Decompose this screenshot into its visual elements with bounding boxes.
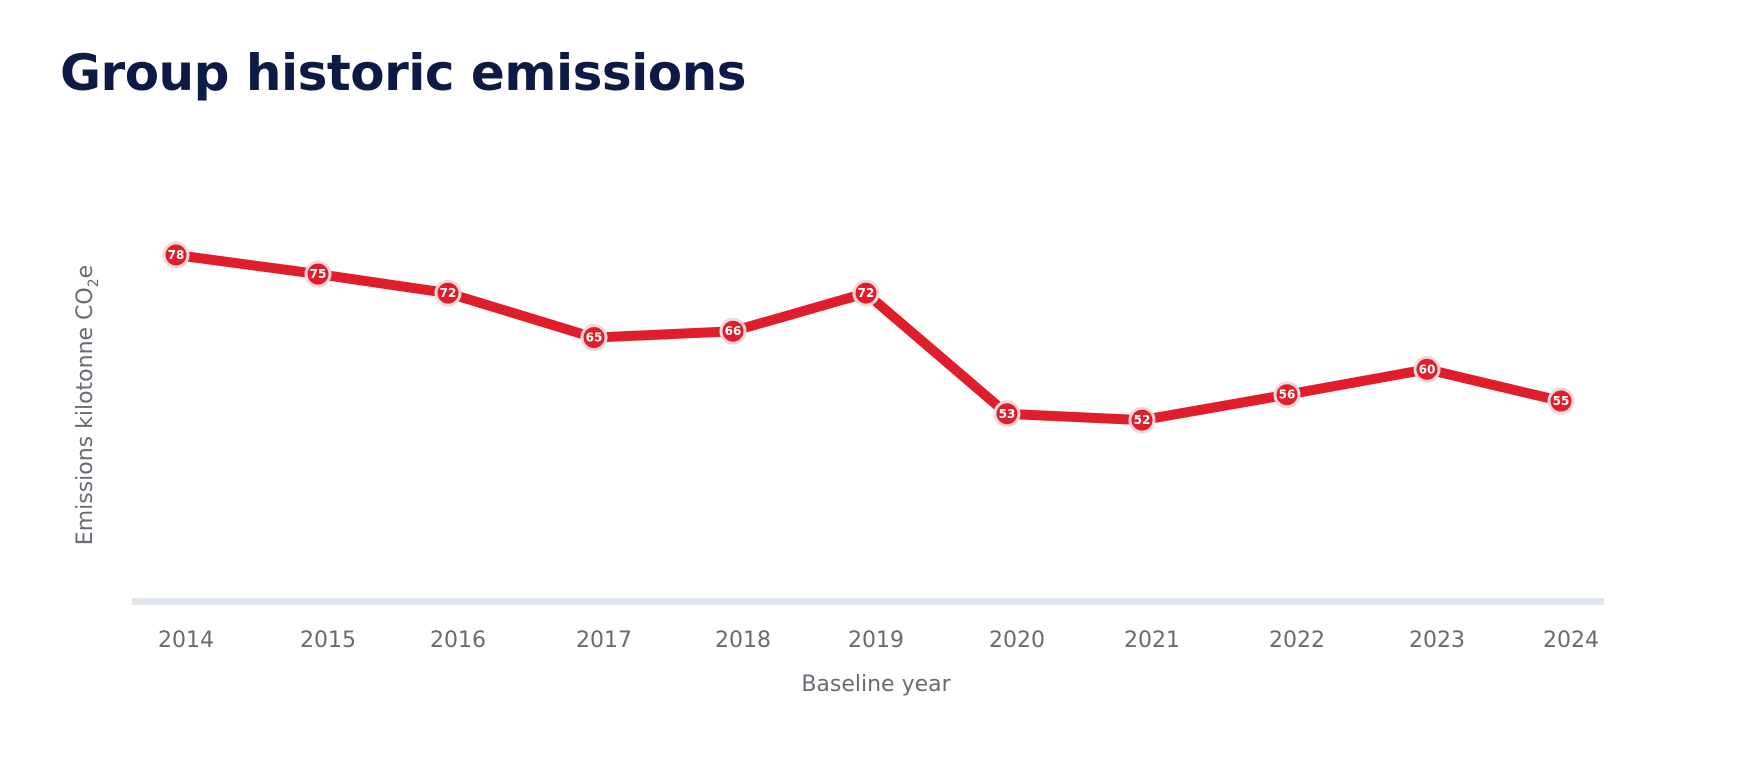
data-marker-2019	[852, 279, 880, 307]
data-point-2019: 72	[852, 279, 880, 307]
data-point-2020: 53	[993, 400, 1021, 428]
x-axis-line	[132, 598, 1604, 605]
data-marker-2018	[719, 317, 747, 345]
data-marker-2015	[304, 260, 332, 288]
x-tick-label-2021: 2021	[1124, 628, 1180, 653]
data-point-2022: 56	[1273, 381, 1301, 409]
x-tick-label-2023: 2023	[1409, 628, 1465, 653]
data-point-2017: 65	[580, 324, 608, 352]
y-axis-title-main: Emissions kilotonne CO	[73, 287, 98, 545]
y-axis-title-end: e	[73, 265, 98, 279]
data-marker-2024	[1547, 387, 1575, 415]
data-marker-2016	[434, 279, 462, 307]
data-point-2024: 55	[1547, 387, 1575, 415]
x-axis-title: Baseline year	[801, 672, 951, 697]
data-label-2015: 75	[310, 267, 327, 281]
x-tick-label-2018: 2018	[715, 628, 771, 653]
data-marker-2014	[162, 241, 190, 269]
data-point-2014: 78	[162, 241, 190, 269]
svg-text:Emissions kilotonne CO2e: Emissions kilotonne CO2e	[73, 265, 102, 545]
data-label-2014: 78	[168, 248, 185, 262]
data-markers: 78 75 72 65 66 72 53 52 56 60 55	[162, 241, 1575, 434]
series-line	[171, 250, 1566, 426]
data-label-2022: 56	[1279, 388, 1296, 402]
data-point-2018: 66	[719, 317, 747, 345]
x-tick-label-2024: 2024	[1543, 628, 1599, 653]
y-axis-title-subscript: 2	[86, 278, 102, 287]
data-label-2017: 65	[586, 331, 603, 345]
data-point-2015: 75	[304, 260, 332, 288]
y-axis-title: Emissions kilotonne CO2e	[73, 265, 102, 545]
data-label-2024: 55	[1553, 394, 1570, 408]
data-point-2021: 52	[1128, 406, 1156, 434]
data-point-2023: 60	[1413, 355, 1441, 383]
x-tick-label-2016: 2016	[430, 628, 486, 653]
x-tick-label-2014: 2014	[158, 628, 214, 653]
x-tick-label-2015: 2015	[300, 628, 356, 653]
x-tick-label-2020: 2020	[989, 628, 1045, 653]
data-label-2020: 53	[999, 407, 1016, 421]
data-marker-2017	[580, 324, 608, 352]
page-title: Group historic emissions	[60, 44, 746, 102]
data-label-2016: 72	[440, 286, 457, 300]
x-axis-ticks: 2014 2015 2016 2017 2018 2019 2020 2021 2022 2023…	[158, 628, 1599, 653]
data-marker-2021	[1128, 406, 1156, 434]
x-tick-label-2022: 2022	[1269, 628, 1325, 653]
x-tick-label-2017: 2017	[576, 628, 632, 653]
data-label-2019: 72	[858, 286, 875, 300]
data-marker-2022	[1273, 381, 1301, 409]
data-marker-2023	[1413, 355, 1441, 383]
data-marker-2020	[993, 400, 1021, 428]
data-label-2021: 52	[1134, 413, 1151, 427]
x-tick-label-2019: 2019	[848, 628, 904, 653]
data-label-2023: 60	[1419, 362, 1436, 376]
data-point-2016: 72	[434, 279, 462, 307]
data-label-2018: 66	[725, 324, 742, 338]
